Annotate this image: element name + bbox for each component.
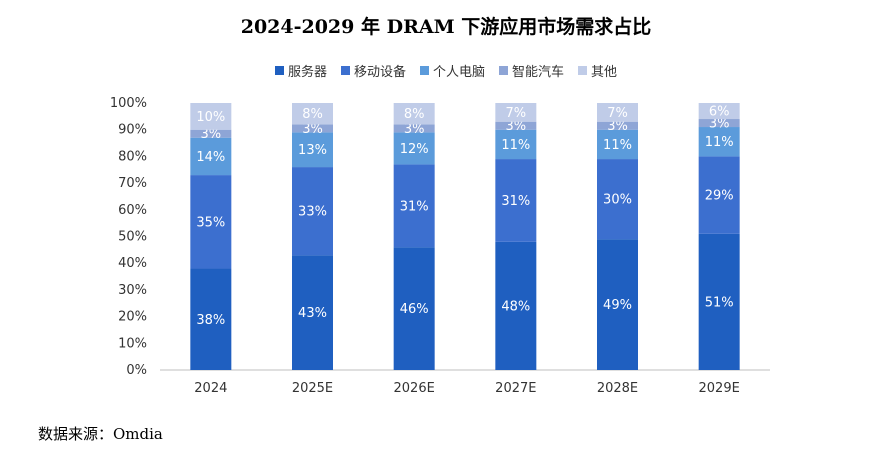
y-tick-label: 90%: [118, 123, 147, 138]
bar-segment: [190, 103, 232, 130]
bar-segment: [495, 121, 537, 130]
bar-segment: [597, 121, 638, 130]
bar-segment: [190, 175, 232, 269]
bar-segment: [292, 167, 333, 256]
legend-swatch: [499, 66, 508, 75]
legend-item: 移动设备: [340, 61, 406, 80]
bar-segment: [698, 119, 740, 128]
data-label: 49%: [603, 298, 632, 313]
bar-segment: [495, 129, 537, 160]
bar-segment: [393, 132, 435, 165]
data-label: 48%: [501, 299, 530, 314]
legend-item: 智能汽车: [499, 61, 564, 80]
bar-segment: [190, 129, 232, 138]
bar-segment: [597, 159, 638, 240]
data-label: 51%: [705, 295, 734, 310]
bar-segment: [190, 268, 232, 370]
legend-label: 移动设备: [353, 65, 406, 80]
bar-segment: [393, 164, 435, 248]
bar-segment: [292, 132, 333, 168]
bar-segment: [292, 255, 333, 370]
y-tick-label: 50%: [118, 230, 147, 245]
data-label: 46%: [400, 302, 429, 317]
data-label: 3%: [302, 122, 323, 137]
bar-segment: [698, 156, 740, 234]
data-label: 3%: [404, 122, 425, 137]
y-tick-label: 10%: [118, 336, 147, 351]
data-label: 33%: [298, 205, 327, 220]
data-label: 31%: [400, 199, 429, 214]
chart-legend: 服务器 移动设备 个人电脑 智能汽车 其他: [0, 61, 892, 80]
data-label: 12%: [400, 142, 429, 157]
x-tick-label: 2029E: [699, 381, 740, 396]
legend-item: 其他: [578, 61, 617, 80]
data-label: 3%: [709, 117, 730, 132]
data-label: 11%: [501, 138, 530, 153]
y-tick-label: 20%: [118, 310, 147, 325]
chart-title: 2024-2029 年 DRAM 下游应用市场需求占比: [240, 16, 652, 38]
data-label: 30%: [603, 193, 632, 208]
bar-segment: [698, 127, 740, 157]
bar-segment: [495, 159, 537, 242]
legend-item: 服务器: [274, 61, 327, 80]
legend-item: 个人电脑: [419, 61, 485, 80]
x-tick-label: 2025E: [292, 381, 333, 396]
data-label: 13%: [298, 143, 327, 158]
y-tick-label: 0%: [126, 363, 147, 378]
bar-segment: [597, 239, 638, 370]
data-label: 14%: [196, 150, 225, 165]
y-tick-label: 40%: [118, 256, 147, 271]
data-label: 7%: [607, 106, 628, 121]
legend-swatch: [274, 66, 284, 75]
data-label: 38%: [196, 313, 225, 328]
legend-swatch: [340, 66, 350, 75]
source-note: 数据来源：Omdia: [38, 425, 163, 443]
data-label: 43%: [298, 306, 327, 321]
data-label: 7%: [506, 106, 527, 121]
bar-segment: [190, 137, 232, 176]
y-tick-label: 100%: [110, 96, 147, 111]
data-label: 31%: [501, 194, 530, 209]
data-label: 8%: [302, 107, 323, 122]
bar-segment: [698, 233, 740, 370]
x-tick-label: 2027E: [495, 381, 536, 396]
data-label: 10%: [196, 110, 225, 125]
x-tick-label: 2026E: [394, 381, 435, 396]
y-tick-label: 70%: [118, 176, 147, 191]
bar-segment: [698, 103, 740, 120]
y-tick-label: 60%: [118, 203, 147, 218]
data-label: 3%: [201, 127, 222, 142]
legend-label: 个人电脑: [432, 65, 485, 80]
data-label: 3%: [506, 119, 527, 134]
bar-segment: [393, 247, 435, 370]
bar-segment: [292, 124, 333, 133]
y-tick-label: 80%: [118, 149, 147, 164]
bar-segment: [495, 103, 537, 122]
y-tick-label: 30%: [118, 283, 147, 298]
bar-segment: [597, 103, 638, 122]
data-label: 11%: [603, 138, 632, 153]
data-label: 8%: [404, 107, 425, 122]
bar-segment: [393, 124, 435, 133]
legend-label: 智能汽车: [512, 65, 565, 80]
data-label: 6%: [709, 105, 730, 120]
legend-swatch: [419, 66, 429, 75]
data-label: 11%: [705, 135, 734, 150]
bar-segment: [393, 103, 435, 125]
x-tick-label: 2028E: [597, 381, 638, 396]
legend-label: 服务器: [287, 65, 327, 80]
bar-segment: [597, 129, 638, 160]
data-label: 29%: [705, 189, 734, 204]
x-tick-label: 2024: [194, 381, 227, 396]
legend-swatch: [578, 66, 588, 75]
data-label: 35%: [196, 215, 225, 230]
data-label: 3%: [607, 119, 628, 134]
legend-label: 其他: [591, 65, 618, 80]
bar-segment: [495, 241, 537, 370]
bar-segment: [292, 103, 333, 125]
